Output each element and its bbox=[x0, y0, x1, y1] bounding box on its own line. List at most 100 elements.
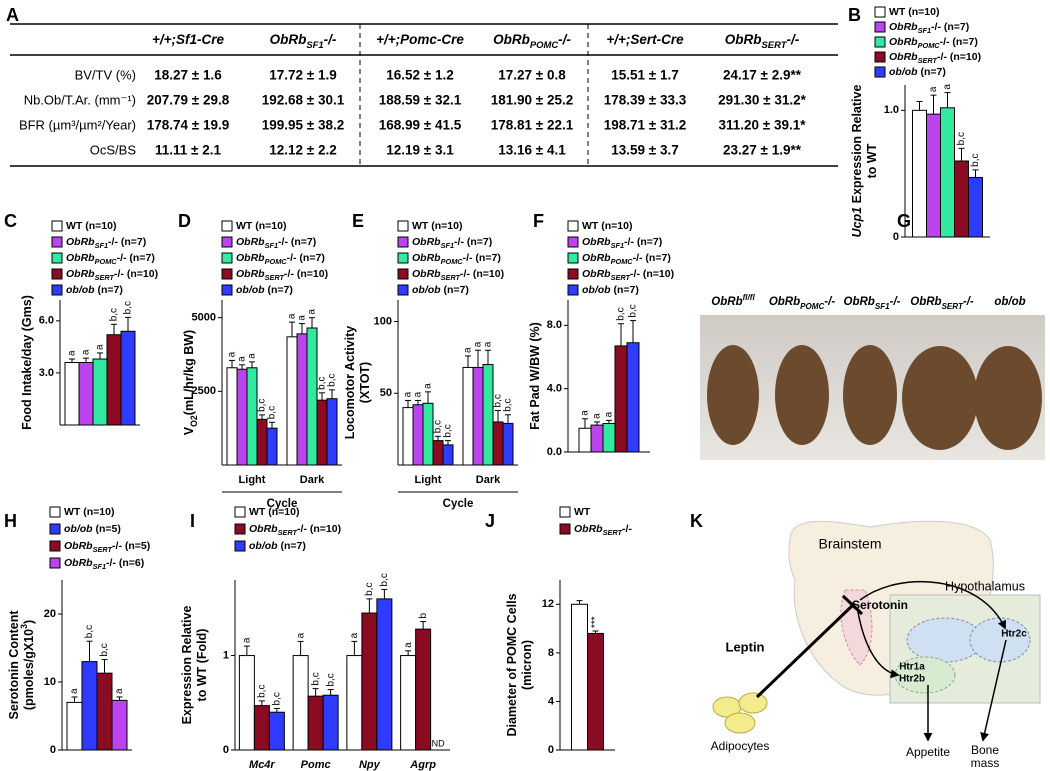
bar bbox=[106, 334, 122, 426]
bar bbox=[268, 711, 285, 751]
bar bbox=[236, 368, 248, 466]
photo-label: ObRbSERT-/- bbox=[910, 296, 974, 311]
significance-label: a bbox=[592, 413, 603, 419]
legend-swatch bbox=[397, 268, 409, 280]
panel-letter: H bbox=[4, 511, 17, 531]
legend-label: ObRbSERT-/- (n=10) bbox=[66, 268, 158, 283]
text-part: -/- (n=7) bbox=[931, 21, 969, 33]
table-cell: 18.27 ± 1.6 bbox=[154, 68, 222, 83]
text-part: ObRb bbox=[66, 268, 95, 280]
significance-label: b,c bbox=[433, 420, 444, 433]
significance-label: a bbox=[247, 353, 258, 359]
mouse bbox=[974, 346, 1042, 450]
text-part: ObRb bbox=[64, 557, 93, 569]
table-cell: 23.27 ± 1.9** bbox=[723, 143, 802, 158]
text-part: SERT bbox=[942, 302, 964, 311]
y-tick-label: 0 bbox=[223, 744, 229, 756]
text-part: ObRb bbox=[574, 523, 603, 535]
text-part: -/- bbox=[824, 296, 835, 308]
table-cell: 181.90 ± 25.2 bbox=[491, 93, 573, 108]
legend-swatch bbox=[221, 268, 233, 280]
text-part: SF1 bbox=[93, 562, 106, 571]
significance-label: b,c bbox=[364, 583, 375, 596]
y-tick-label: 1 bbox=[223, 649, 229, 661]
panel-letter: K bbox=[690, 511, 703, 531]
significance-label: a bbox=[403, 391, 414, 397]
significance-label: b,c bbox=[379, 573, 390, 586]
significance-label: b,c bbox=[493, 394, 504, 407]
significance-label: b,c bbox=[123, 301, 134, 314]
row-label: BFR (µm³/µm²/Year) bbox=[19, 117, 136, 132]
significance-label: a bbox=[423, 383, 434, 389]
table-cell: 15.51 ± 1.7 bbox=[611, 68, 678, 83]
legend-swatch bbox=[49, 540, 61, 552]
text-part: -/- bbox=[963, 296, 974, 308]
y-axis-label: Ucp1 Expression Relative bbox=[850, 85, 864, 238]
y-tick-label: 0.0 bbox=[547, 446, 562, 458]
legend-label: WT (n=10) bbox=[582, 220, 632, 232]
y-tick-label: 8 bbox=[548, 647, 554, 659]
bar bbox=[246, 367, 258, 466]
legend-label: ObRbSERT-/- (n=10) bbox=[582, 268, 674, 283]
legend-label: ob/ob (n=7) bbox=[582, 284, 639, 296]
table-cell: 12.12 ± 2.2 bbox=[269, 143, 336, 158]
table-cell: 178.81 ± 22.1 bbox=[491, 118, 574, 133]
bar bbox=[472, 366, 484, 466]
table-cell: 17.27 ± 0.8 bbox=[498, 68, 566, 83]
significance-label: b,c bbox=[956, 132, 967, 145]
text-part: SF1 bbox=[306, 40, 323, 51]
text-part: SF1 bbox=[265, 241, 278, 250]
significance-label: a bbox=[307, 309, 318, 315]
text-part: -/- (n=5) bbox=[112, 540, 150, 552]
x-tick-label: Agrp bbox=[409, 759, 436, 771]
y-tick-label: 0 bbox=[50, 744, 56, 756]
legend-swatch bbox=[874, 51, 886, 63]
text-part: SERT bbox=[278, 528, 298, 537]
text-part: WT (n=10) bbox=[236, 220, 286, 232]
bar bbox=[286, 336, 298, 466]
bar bbox=[940, 107, 955, 238]
bar bbox=[602, 423, 616, 453]
y-axis-label: Locomotor Activity bbox=[343, 326, 357, 439]
text-part: WT (n=10) bbox=[412, 220, 462, 232]
table-header: ObRbSF1-/- bbox=[270, 32, 337, 51]
text-part: 3 bbox=[19, 624, 29, 629]
bar bbox=[78, 362, 94, 426]
text-part: ObRb bbox=[412, 268, 441, 280]
text-part: V bbox=[182, 426, 196, 435]
table-header: ObRbPOMC-/- bbox=[493, 32, 571, 51]
text-part: -/- (n=7) bbox=[287, 252, 325, 264]
significance-label: b,c bbox=[443, 424, 454, 437]
text-part: to WT (Fold) bbox=[195, 629, 209, 702]
table-header: +/+;Sert-Cre bbox=[606, 32, 684, 47]
diagram-label: Htr1a bbox=[899, 662, 925, 673]
significance-label: b bbox=[418, 613, 429, 619]
adipocyte bbox=[738, 692, 768, 714]
adipocyte-shapes bbox=[712, 692, 768, 734]
text-part: -/- bbox=[324, 32, 337, 47]
bar bbox=[571, 603, 588, 751]
table-cell: 178.39 ± 33.3 bbox=[604, 93, 687, 108]
y-tick-label: 12 bbox=[542, 598, 554, 610]
text-part: ob/ob bbox=[412, 284, 441, 296]
text-part: ob/ob bbox=[582, 284, 611, 296]
significance-label: a bbox=[928, 86, 939, 92]
diagram-label: Leptin bbox=[726, 639, 765, 654]
table-cell: 13.59 ± 3.7 bbox=[611, 143, 678, 158]
legend-label: WT (n=10) bbox=[66, 220, 116, 232]
legend-label: ObRbSF1-/- (n=7) bbox=[412, 236, 492, 251]
bar bbox=[346, 655, 363, 751]
bar bbox=[111, 699, 128, 751]
text-part: (n=7) bbox=[611, 284, 639, 296]
text-part: WT (n=10) bbox=[582, 220, 632, 232]
legend-swatch bbox=[397, 284, 409, 296]
text-part: (n=7) bbox=[95, 284, 123, 296]
significance-label: a bbox=[81, 349, 92, 355]
x-axis-label: Cycle bbox=[443, 498, 474, 510]
text-part: -/- bbox=[558, 32, 571, 47]
text-part: SF1 bbox=[95, 241, 108, 250]
y-tick-label: 10 bbox=[44, 676, 56, 688]
y-tick-label: 6.0 bbox=[39, 315, 54, 327]
significance-label: b,c bbox=[628, 304, 639, 317]
legend-swatch bbox=[49, 557, 61, 569]
